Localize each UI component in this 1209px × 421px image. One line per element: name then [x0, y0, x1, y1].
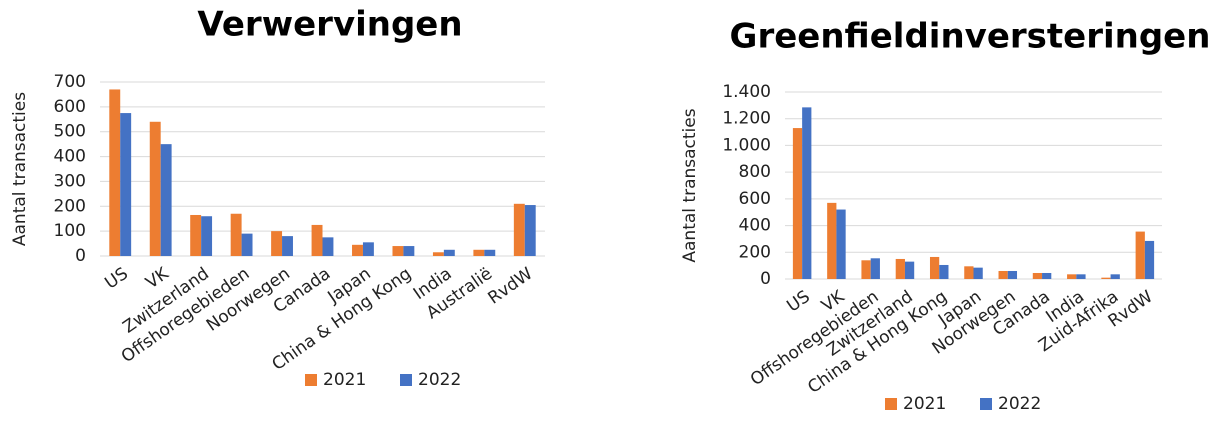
x-tick-label: US — [101, 264, 132, 294]
bar — [1110, 274, 1120, 279]
bar — [895, 258, 905, 279]
bar — [403, 246, 415, 256]
bar — [861, 260, 871, 279]
y-tick-label: 800 — [739, 162, 771, 182]
bar — [311, 224, 323, 256]
legend-label: 2022 — [998, 394, 1041, 414]
y-tick-label: 100 — [54, 221, 86, 241]
bar — [1144, 240, 1155, 279]
legend-swatch — [305, 374, 317, 386]
y-tick-label: 0 — [75, 246, 86, 266]
y-axis-label: Aantal transacties — [680, 108, 700, 262]
bar — [1032, 272, 1043, 279]
bar — [802, 107, 812, 279]
y-tick-label: 200 — [54, 196, 86, 216]
y-tick-label: 1.400 — [722, 82, 771, 102]
y-axis-label: Aantal transacties — [10, 92, 30, 246]
bar — [827, 202, 837, 279]
bar — [973, 267, 983, 279]
bar — [201, 216, 213, 256]
chart-title: Verwervingen — [197, 5, 462, 45]
bar — [904, 261, 915, 279]
bar — [484, 249, 496, 256]
legend-label: 2022 — [418, 370, 461, 390]
bar — [230, 213, 242, 256]
legend-swatch — [400, 374, 412, 386]
bar — [964, 266, 974, 279]
bar — [392, 246, 404, 256]
legend-swatch — [980, 398, 992, 410]
bar — [836, 209, 846, 279]
bar — [524, 205, 536, 256]
bar — [1076, 274, 1086, 279]
bar — [1007, 270, 1018, 279]
x-tick-label: US — [783, 287, 814, 317]
bar — [1067, 274, 1077, 279]
x-tick-label: RvdW — [485, 264, 537, 309]
legend-swatch — [885, 398, 897, 410]
bar — [513, 203, 525, 256]
y-tick-label: 200 — [739, 242, 771, 262]
bar — [1135, 231, 1145, 279]
bar — [432, 252, 444, 256]
bar — [362, 242, 374, 256]
bar — [998, 270, 1008, 279]
bar — [109, 89, 121, 256]
bar — [149, 121, 161, 257]
legend-label: 2021 — [903, 394, 946, 414]
bar — [473, 249, 485, 256]
bar — [929, 256, 940, 279]
chart-title: Greenfieldinversteringen — [730, 17, 1209, 57]
bar — [271, 231, 283, 256]
y-tick-label: 0 — [760, 269, 771, 289]
bar — [352, 244, 363, 256]
bar — [120, 113, 132, 256]
y-tick-label: 1.000 — [722, 135, 771, 155]
y-tick-label: 600 — [54, 97, 86, 117]
bar — [792, 128, 803, 279]
y-tick-label: 400 — [739, 216, 771, 236]
bar — [160, 144, 172, 256]
bar — [443, 249, 455, 256]
bar — [322, 237, 334, 256]
y-tick-label: 500 — [54, 122, 86, 142]
bar — [241, 233, 253, 256]
bar — [282, 236, 293, 256]
y-tick-label: 700 — [54, 72, 86, 92]
y-tick-label: 400 — [54, 147, 86, 167]
bar — [870, 258, 880, 279]
y-tick-label: 1.200 — [722, 109, 771, 129]
bar — [190, 214, 202, 256]
bar — [939, 264, 949, 279]
y-tick-label: 300 — [54, 171, 86, 191]
y-tick-label: 600 — [739, 189, 771, 209]
bar — [1042, 272, 1052, 279]
legend-label: 2021 — [323, 370, 366, 390]
bar — [1101, 277, 1111, 279]
